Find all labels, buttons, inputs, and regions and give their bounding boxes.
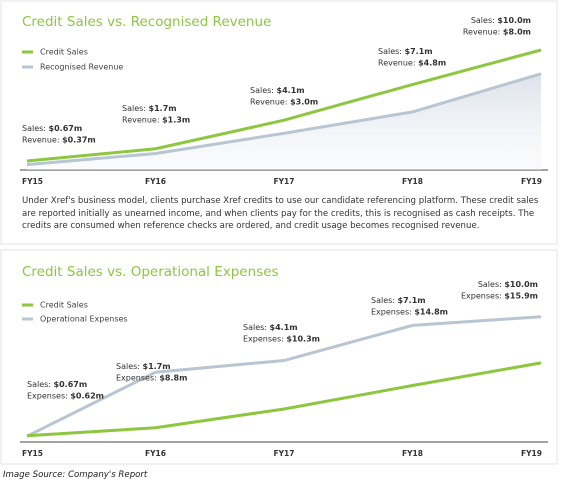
value-annotation: Sales: $7.1m <box>378 47 433 56</box>
label-prefix: Revenue: <box>463 27 501 36</box>
x-tick-label: FY16 <box>145 449 166 458</box>
value-annotation: Sales: $4.1m <box>243 323 298 332</box>
panel <box>0 249 558 465</box>
value-annotation: Sales: $1.7m <box>116 362 171 371</box>
value-label: $1.7m <box>143 362 171 371</box>
x-tick-label: FY18 <box>402 177 423 186</box>
label-prefix: Sales: <box>378 47 402 56</box>
value-annotation: Revenue: $8.0m <box>463 27 531 36</box>
value-annotation: Sales: $10.0m <box>471 16 531 25</box>
value-label: $8.8m <box>159 373 187 382</box>
series-line <box>26 315 542 438</box>
series-line <box>26 48 542 163</box>
value-annotation: Expenses: $14.8m <box>371 307 448 316</box>
value-annotation: Expenses: $0.62m <box>27 391 104 400</box>
value-label: $7.1m <box>398 296 426 305</box>
image-source: Image Source: Company's Report <box>3 470 148 480</box>
value-annotation: Sales: $1.7m <box>122 104 177 113</box>
value-annotation: Expenses: $8.8m <box>116 373 187 382</box>
value-label: $1.7m <box>149 104 177 113</box>
label-prefix: Sales: <box>471 16 495 25</box>
label-prefix: Revenue: <box>378 58 416 67</box>
value-label: $0.67m <box>49 124 83 133</box>
legend-label: Operational Expenses <box>40 315 128 324</box>
value-annotation: Revenue: $1.3m <box>122 115 190 124</box>
value-annotation: Sales: $0.67m <box>22 124 82 133</box>
x-tick-label: FY19 <box>521 449 542 458</box>
label-prefix: Sales: <box>371 296 395 305</box>
value-annotation: Revenue: $0.37m <box>22 135 96 144</box>
value-annotation: Sales: $10.0m <box>478 280 538 289</box>
label-prefix: Revenue: <box>22 135 60 144</box>
value-label: $10.0m <box>504 280 538 289</box>
label-prefix: Sales: <box>250 86 274 95</box>
value-label: $4.1m <box>270 323 298 332</box>
x-tick-label: FY17 <box>274 449 295 458</box>
x-tick-label: FY15 <box>22 449 43 458</box>
value-annotation: Expenses: $15.9m <box>461 291 538 300</box>
label-prefix: Expenses: <box>461 291 502 300</box>
label-prefix: Expenses: <box>243 334 284 343</box>
value-label: $14.8m <box>414 307 448 316</box>
description: Under Xref's business model, clients pur… <box>22 196 539 231</box>
x-tick-label: FY17 <box>274 177 295 186</box>
value-label: $15.9m <box>504 291 538 300</box>
value-annotation: Sales: $0.67m <box>27 380 87 389</box>
value-annotation: Revenue: $3.0m <box>250 97 318 106</box>
label-prefix: Revenue: <box>122 115 160 124</box>
value-label: $10.0m <box>497 16 531 25</box>
label-prefix: Sales: <box>22 124 46 133</box>
x-tick-label: FY15 <box>22 177 43 186</box>
label-prefix: Sales: <box>243 323 267 332</box>
value-label: $8.0m <box>503 27 531 36</box>
legend-label: Credit Sales <box>40 301 88 310</box>
label-prefix: Expenses: <box>27 391 68 400</box>
value-annotation: Sales: $4.1m <box>250 86 305 95</box>
value-label: $4.8m <box>418 58 446 67</box>
value-label: $0.37m <box>62 135 96 144</box>
value-label: $10.3m <box>286 334 320 343</box>
area <box>27 73 541 170</box>
chart-title: Credit Sales vs. Recognised Revenue <box>22 14 271 30</box>
label-prefix: Sales: <box>116 362 140 371</box>
value-annotation: Revenue: $4.8m <box>378 58 446 67</box>
label-prefix: Revenue: <box>250 97 288 106</box>
panel <box>0 0 558 245</box>
label-prefix: Expenses: <box>371 307 412 316</box>
x-tick-label: FY18 <box>402 449 423 458</box>
x-tick-label: FY19 <box>521 177 542 186</box>
label-prefix: Sales: <box>478 280 502 289</box>
value-label: $7.1m <box>405 47 433 56</box>
value-annotation: Sales: $7.1m <box>371 296 426 305</box>
series-line <box>26 72 542 167</box>
value-label: $4.1m <box>277 86 305 95</box>
value-label: $3.0m <box>290 97 318 106</box>
label-prefix: Expenses: <box>116 373 157 382</box>
legend-label: Recognised Revenue <box>40 63 123 72</box>
value-label: $1.3m <box>162 115 190 124</box>
value-label: $0.67m <box>54 380 88 389</box>
value-annotation: Expenses: $10.3m <box>243 334 320 343</box>
value-label: $0.62m <box>70 391 104 400</box>
x-tick-label: FY16 <box>145 177 166 186</box>
series-line <box>26 361 542 438</box>
label-prefix: Sales: <box>122 104 146 113</box>
chart-title: Credit Sales vs. Operational Expenses <box>22 264 279 280</box>
legend-label: Credit Sales <box>40 48 88 57</box>
label-prefix: Sales: <box>27 380 51 389</box>
